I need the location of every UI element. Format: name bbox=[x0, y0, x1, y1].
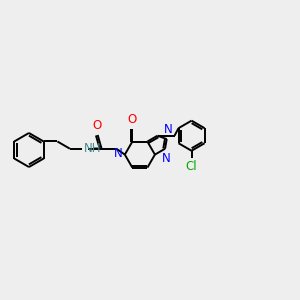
Text: N: N bbox=[162, 152, 171, 165]
Text: O: O bbox=[92, 119, 102, 132]
Text: O: O bbox=[128, 113, 137, 126]
Text: NH: NH bbox=[84, 142, 102, 154]
Text: Cl: Cl bbox=[186, 160, 197, 173]
Text: N: N bbox=[164, 123, 172, 136]
Text: N: N bbox=[114, 147, 123, 161]
